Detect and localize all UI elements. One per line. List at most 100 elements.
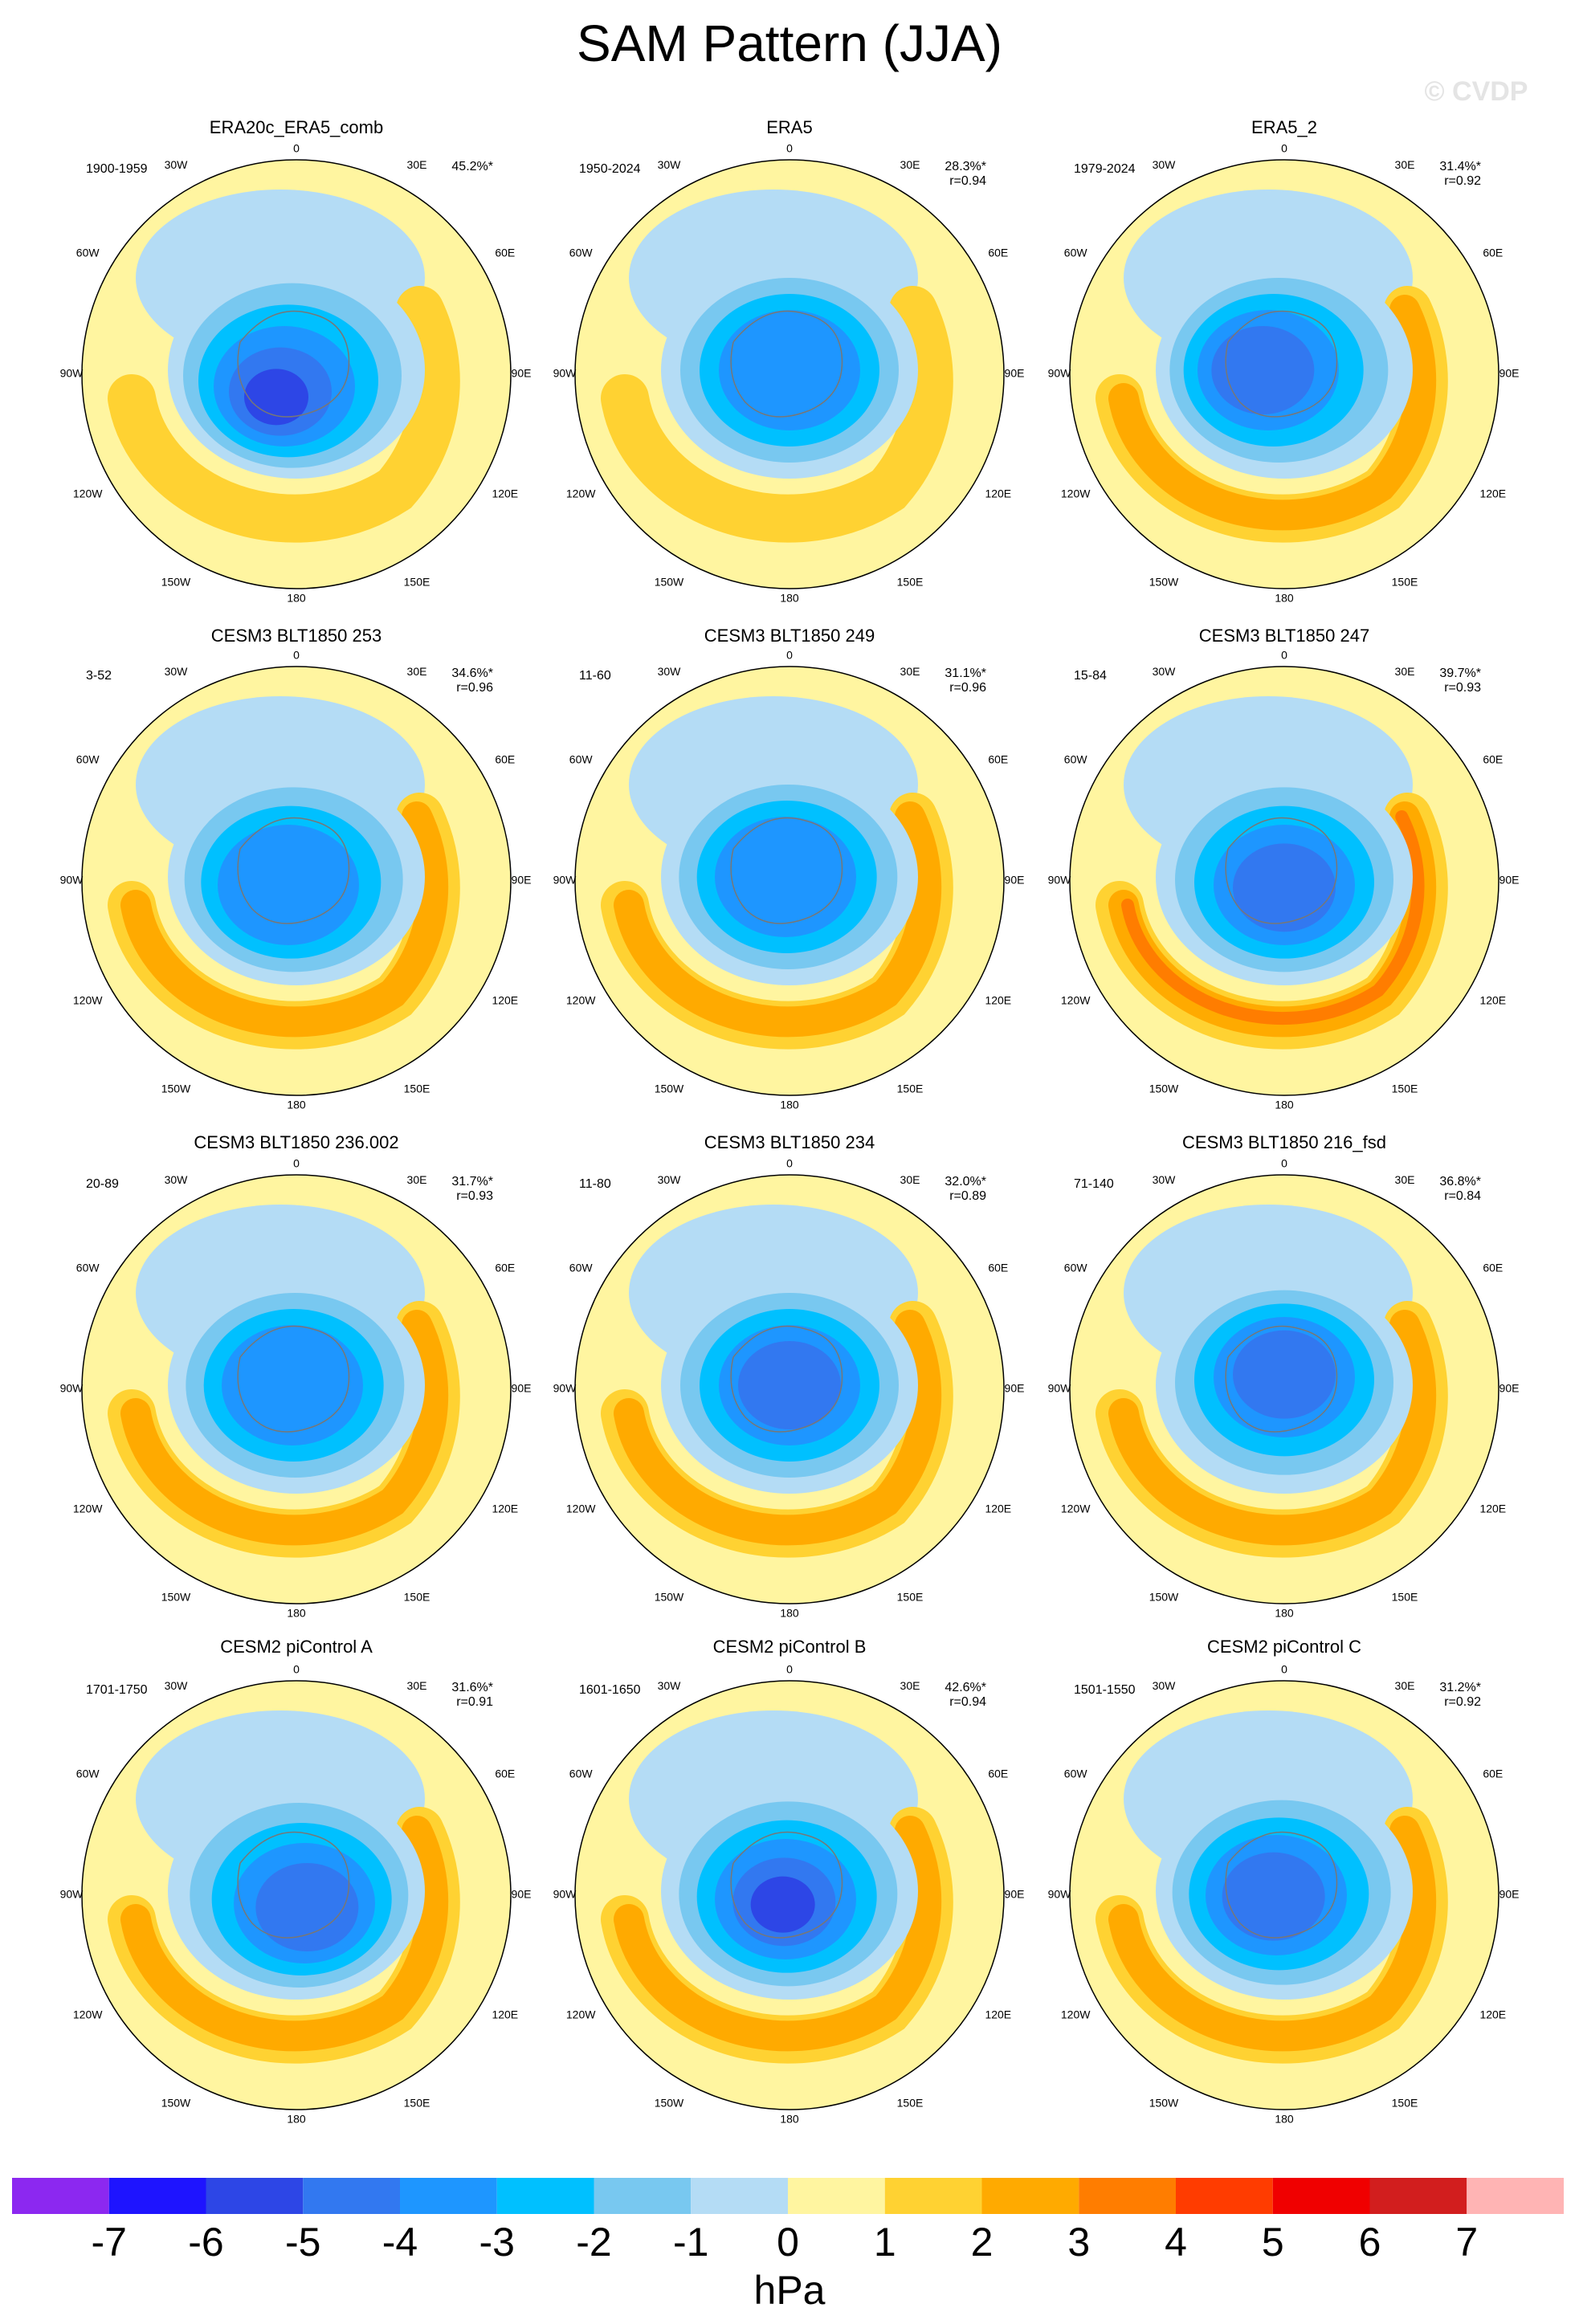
map-panel: [1070, 1175, 1499, 1604]
longitude-label: 60W: [569, 1262, 594, 1274]
map-border: [81, 1680, 512, 2110]
map-border: [1069, 666, 1499, 1096]
longitude-label: 150W: [161, 2097, 191, 2110]
longitude-label: 120W: [566, 2008, 596, 2021]
negative-core: [244, 369, 308, 426]
longitude-label: 120E: [1479, 2008, 1506, 2021]
panel-title: CESM3 BLT1850 216_fsd: [1182, 1132, 1386, 1152]
longitude-label: 90W: [553, 1888, 577, 1901]
positive-region: [1108, 295, 1437, 531]
longitude-label: 90E: [512, 1888, 532, 1901]
map-panel: [575, 667, 1004, 1095]
colorbar-tick-label: 3: [1067, 2220, 1090, 2265]
longitude-label: 120E: [985, 487, 1011, 500]
colorbar-tick-label: -7: [92, 2220, 127, 2265]
colorbar-tick-label: -3: [479, 2220, 515, 2265]
longitude-label: 120W: [1061, 994, 1091, 1007]
panel-stat: 36.8%*: [1439, 1175, 1481, 1189]
longitude-label: 180: [780, 2113, 799, 2126]
positive-region: [601, 286, 953, 543]
longitude-label: 30W: [165, 1679, 189, 1692]
longitude-label: 150E: [1392, 576, 1418, 589]
longitude-label: 120W: [566, 487, 596, 500]
longitude-label: 0: [1281, 1663, 1287, 1676]
longitude-label: 90E: [1499, 367, 1520, 380]
colorbar-box: [1272, 2178, 1370, 2214]
longitude-label: 180: [1275, 1607, 1294, 1620]
longitude-label: 30W: [1153, 665, 1177, 678]
colorbar-unit: hPa: [754, 2268, 826, 2313]
panel-title: ERA20c_ERA5_comb: [210, 117, 383, 137]
longitude-label: 90W: [1048, 367, 1072, 380]
panel-stat: r=0.96: [949, 681, 986, 695]
map-panel: [82, 1681, 511, 2110]
longitude-label: 30E: [1395, 665, 1415, 678]
map-panel: [82, 160, 511, 589]
positive-region: [614, 801, 942, 1038]
longitude-label: 60E: [1483, 753, 1503, 766]
panel-stat: r=0.89: [949, 1189, 986, 1203]
longitude-label: 90E: [1499, 1888, 1520, 1901]
longitude-label: 30E: [1395, 1679, 1415, 1692]
map-border: [1069, 1680, 1499, 2110]
longitude-label: 90E: [1005, 1382, 1025, 1395]
colorbar-tick-label: 1: [874, 2220, 896, 2265]
colorbar-tick-label: -6: [188, 2220, 223, 2265]
longitude-label: 30E: [900, 1173, 920, 1186]
panel-title: CESM2 piControl C: [1207, 1637, 1361, 1657]
longitude-label: 180: [287, 592, 306, 605]
longitude-label: 60E: [495, 753, 515, 766]
map-panel: [1070, 160, 1499, 589]
coastline: [730, 1831, 843, 1939]
longitude-label: 180: [287, 1099, 306, 1111]
longitude-label: 90W: [1048, 1382, 1072, 1395]
colorbar-tick-label: -2: [576, 2220, 611, 2265]
longitude-label: 30E: [407, 665, 427, 678]
longitude-label: 60W: [569, 247, 594, 259]
longitude-label: 120W: [73, 994, 103, 1007]
positive-region: [614, 1310, 942, 1546]
panel-period: 1601-1650: [579, 1683, 641, 1697]
map-border: [81, 159, 512, 589]
colorbar-box: [496, 2178, 594, 2214]
longitude-label: 150W: [1149, 2097, 1179, 2110]
longitude-label: 30W: [658, 158, 682, 171]
panel-stat: r=0.96: [456, 681, 493, 695]
longitude-label: 30W: [165, 665, 189, 678]
longitude-label: 150W: [655, 1082, 684, 1095]
longitude-label: 120W: [566, 994, 596, 1007]
colorbar-box: [108, 2178, 206, 2214]
watermark: © CVDP: [1425, 76, 1528, 107]
positive-region: [1108, 1816, 1437, 2052]
longitude-label: 150W: [655, 1591, 684, 1604]
longitude-label: 150E: [404, 1591, 430, 1604]
panel-stat: 39.7%*: [1439, 667, 1481, 680]
longitude-label: 30W: [658, 1679, 682, 1692]
negative-core: [1233, 1330, 1336, 1419]
longitude-label: 150E: [897, 576, 924, 589]
colorbar-tick-label: 5: [1262, 2220, 1284, 2265]
panel-stat: 31.6%*: [451, 1681, 493, 1694]
longitude-label: 60E: [1483, 247, 1503, 259]
longitude-label: 60W: [569, 753, 594, 766]
longitude-label: 60E: [988, 247, 1008, 259]
colorbar-box: [303, 2178, 400, 2214]
panel-stat: 31.2%*: [1439, 1681, 1481, 1694]
panel-stat: r=0.84: [1444, 1189, 1481, 1203]
longitude-label: 60E: [495, 1767, 515, 1780]
map-panel: [1070, 667, 1499, 1095]
longitude-label: 0: [293, 1663, 300, 1676]
longitude-label: 120E: [985, 1502, 1011, 1515]
negative-core: [738, 1341, 841, 1429]
longitude-label: 120E: [985, 994, 1011, 1007]
panel-period: 11-60: [579, 669, 611, 683]
positive-region: [614, 1816, 942, 2052]
longitude-label: 0: [1281, 649, 1287, 662]
longitude-label: 120W: [566, 1502, 596, 1515]
map-panel: [575, 1175, 1004, 1604]
panel-stat: 31.4%*: [1439, 160, 1481, 173]
colorbar-tick-label: -5: [285, 2220, 320, 2265]
panel-stat: r=0.91: [456, 1695, 493, 1709]
positive-region: [1121, 810, 1425, 1025]
longitude-label: 60W: [1064, 247, 1088, 259]
